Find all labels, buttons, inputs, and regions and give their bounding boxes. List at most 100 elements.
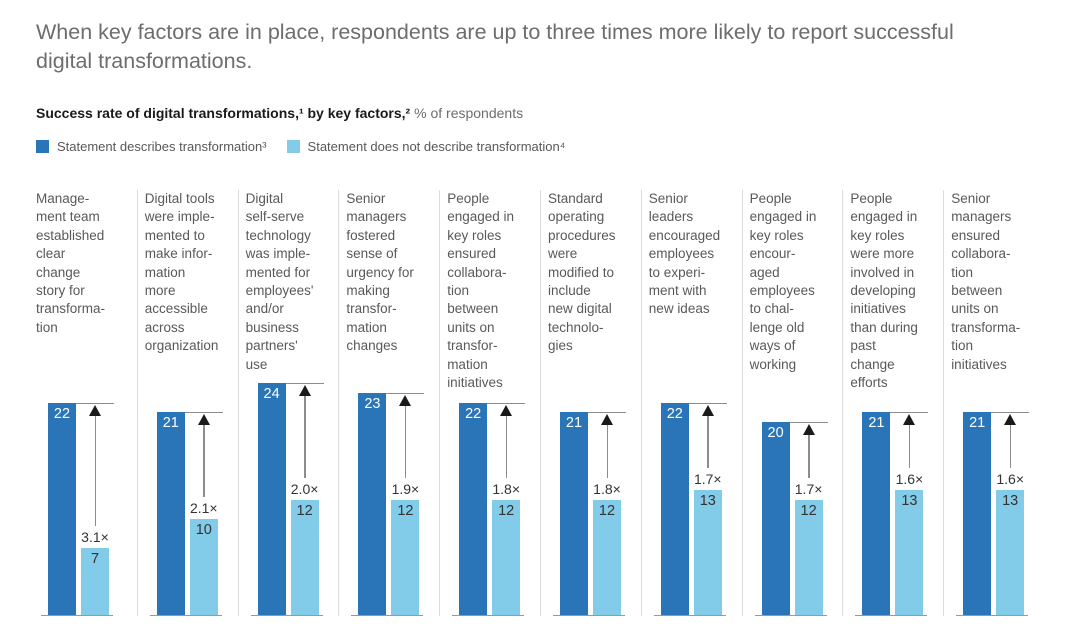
multiplier-label: 3.1× bbox=[81, 529, 109, 546]
factor-label: Senior managers ensured collabora- tion … bbox=[951, 191, 1021, 372]
arrow-up-icon bbox=[500, 404, 513, 416]
bar-value-dark: 22 bbox=[465, 405, 482, 422]
bar-describes-transformation: 21 bbox=[560, 412, 588, 616]
comparison-line bbox=[688, 402, 727, 404]
factor-column: Digital self-serve technology was imple-… bbox=[237, 190, 339, 616]
bar-value-light: 7 bbox=[90, 551, 100, 568]
chart-subtitle: Success rate of digital transformations,… bbox=[36, 104, 523, 122]
bar-value-light: 13 bbox=[699, 492, 716, 509]
arrow-up-icon bbox=[601, 414, 613, 426]
bar-does-not-describe-transformation: 12 bbox=[593, 499, 621, 616]
bar-does-not-describe-transformation: 12 bbox=[492, 499, 521, 616]
baseline bbox=[553, 615, 625, 616]
comparison-line bbox=[386, 392, 425, 394]
legend-swatch-light-icon bbox=[286, 140, 300, 153]
bar-does-not-describe-transformation: 12 bbox=[794, 499, 823, 616]
comparison-line bbox=[285, 383, 324, 385]
baseline bbox=[149, 615, 222, 616]
factor-label: Manage- ment team established clear chan… bbox=[36, 191, 106, 335]
factor-column: Senior managers fostered sense of urgenc… bbox=[338, 190, 439, 616]
bar-does-not-describe-transformation: 13 bbox=[693, 489, 722, 616]
factor-label: Senior leaders encouraged employees to e… bbox=[648, 191, 721, 317]
legend-swatch-dark-icon bbox=[36, 140, 49, 153]
legend: Statement describes transformation³ Stat… bbox=[36, 139, 565, 154]
factor-label: People engaged in key roles were more in… bbox=[850, 191, 918, 391]
bar-does-not-describe-transformation: 13 bbox=[895, 489, 924, 616]
chart-subtitle-unit: % of respondents bbox=[410, 105, 524, 121]
comparison-line bbox=[184, 412, 223, 414]
comparison-line bbox=[991, 412, 1030, 414]
chart-columns: Manage- ment team established clear chan… bbox=[36, 190, 1044, 616]
comparison-line bbox=[76, 402, 114, 404]
factor-label: Digital tools were imple- mented to make… bbox=[144, 191, 219, 354]
arrow-line bbox=[1009, 425, 1012, 468]
bar-value-dark: 22 bbox=[666, 405, 683, 422]
bar-describes-transformation: 22 bbox=[459, 402, 488, 616]
arrow-up-icon bbox=[89, 404, 101, 416]
multiplier-label: 2.1× bbox=[189, 500, 218, 516]
bar-value-light: 12 bbox=[498, 502, 515, 519]
bar-value-light: 12 bbox=[800, 502, 817, 519]
bar-does-not-describe-transformation: 7 bbox=[81, 548, 109, 616]
baseline bbox=[956, 615, 1029, 616]
arrow-line bbox=[908, 425, 911, 468]
baseline bbox=[452, 615, 525, 616]
legend-label-describes: Statement describes transformation³ bbox=[57, 139, 267, 154]
bar-value-dark: 21 bbox=[565, 415, 583, 432]
arrow-line bbox=[707, 415, 709, 468]
factor-label: People engaged in key roles encour- aged… bbox=[749, 191, 817, 372]
bar-describes-transformation: 20 bbox=[761, 422, 790, 616]
multiplier-label: 1.8× bbox=[593, 480, 621, 497]
bar-does-not-describe-transformation: 13 bbox=[996, 489, 1025, 616]
arrow-line bbox=[606, 425, 608, 478]
bar-describes-transformation: 21 bbox=[862, 412, 891, 616]
legend-item-describes: Statement describes transformation³ bbox=[36, 139, 267, 154]
bar-describes-transformation: 22 bbox=[660, 402, 689, 616]
bar-value-light: 13 bbox=[1002, 492, 1019, 509]
multiplier-label: 1.8× bbox=[492, 480, 520, 497]
bar-describes-transformation: 24 bbox=[257, 383, 286, 616]
page-title: When key factors are in place, responden… bbox=[36, 20, 954, 73]
factor-column: Digital tools were imple- mented to make… bbox=[136, 190, 238, 616]
bar-does-not-describe-transformation: 10 bbox=[189, 519, 218, 616]
chart-subtitle-main: Success rate of digital transformations,… bbox=[36, 105, 411, 121]
bar-describes-transformation: 22 bbox=[48, 402, 76, 616]
multiplier-label: 2.0× bbox=[290, 480, 319, 497]
multiplier-label: 1.9× bbox=[391, 480, 420, 497]
baseline bbox=[855, 615, 928, 616]
bar-value-light: 12 bbox=[296, 502, 313, 519]
arrow-line bbox=[94, 415, 96, 527]
comparison-line bbox=[789, 422, 828, 423]
factor-label: Digital self-serve technology was imple-… bbox=[245, 191, 314, 372]
bar-does-not-describe-transformation: 12 bbox=[391, 499, 420, 616]
bar-value-light: 13 bbox=[901, 492, 918, 509]
factor-label: People engaged in key roles ensured coll… bbox=[447, 191, 515, 391]
bar-value-dark: 20 bbox=[767, 425, 784, 441]
factor-column: People engaged in key roles ensured coll… bbox=[439, 190, 540, 616]
legend-item-does-not-describe: Statement does not describe transformati… bbox=[286, 139, 566, 154]
bar-describes-transformation: 21 bbox=[156, 412, 185, 616]
bar-value-dark: 21 bbox=[868, 415, 885, 432]
factor-label: Senior managers fostered sense of urgenc… bbox=[346, 191, 414, 354]
bar-value-light: 12 bbox=[397, 502, 414, 519]
baseline bbox=[41, 615, 113, 616]
factor-label: Standard operating procedures were modif… bbox=[548, 191, 616, 354]
arrow-line bbox=[304, 396, 306, 478]
comparison-line bbox=[487, 402, 526, 404]
factor-column: People engaged in key roles were more in… bbox=[842, 190, 943, 616]
legend-label-does-not-describe: Statement does not describe transformati… bbox=[307, 139, 566, 154]
multiplier-label: 1.6× bbox=[895, 470, 924, 487]
bar-value-dark: 24 bbox=[263, 386, 280, 403]
factor-column: Manage- ment team established clear chan… bbox=[36, 190, 137, 616]
arrow-up-icon bbox=[399, 394, 412, 406]
bar-does-not-describe-transformation: 12 bbox=[290, 499, 319, 616]
bar-describes-transformation: 23 bbox=[358, 392, 387, 616]
baseline bbox=[351, 615, 424, 616]
arrow-line bbox=[808, 435, 810, 478]
factor-column: Senior leaders encouraged employees to e… bbox=[640, 190, 742, 616]
comparison-line bbox=[890, 412, 929, 414]
multiplier-label: 1.7× bbox=[794, 480, 823, 497]
bar-value-light: 10 bbox=[195, 522, 212, 538]
multiplier-label: 1.7× bbox=[693, 470, 722, 487]
